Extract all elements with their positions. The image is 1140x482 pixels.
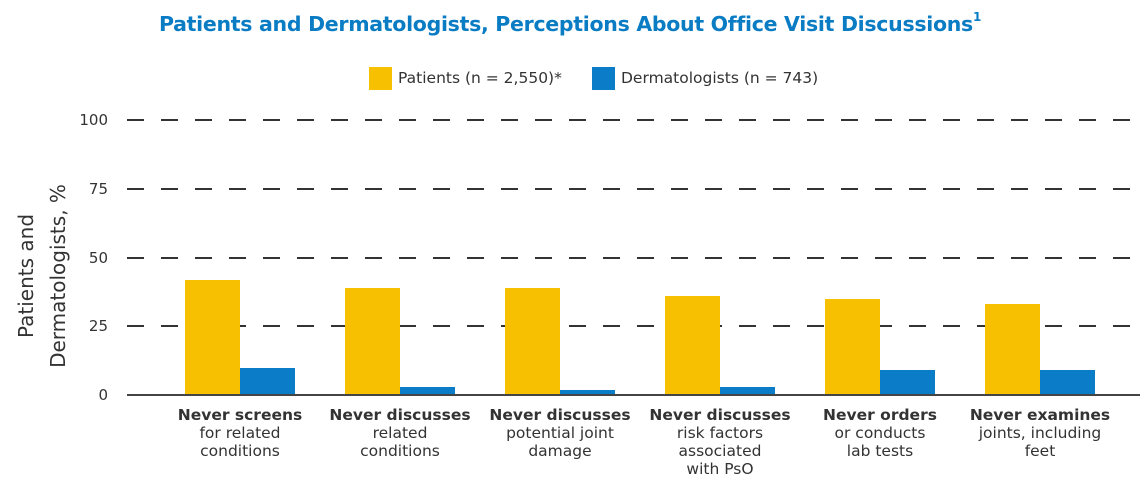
- bar-patients: [665, 296, 720, 395]
- category-label: Never discusses risk factors associated wit…: [635, 406, 805, 478]
- category-label-line: with PsO: [686, 460, 754, 478]
- gridline: [127, 187, 1140, 190]
- bar-patients: [985, 304, 1040, 395]
- category-label-line: joints, including: [978, 424, 1102, 442]
- category-label-bold: Never screens: [177, 406, 303, 424]
- bar-dermatologists: [1040, 370, 1095, 395]
- category-label-line: or conducts: [834, 424, 926, 442]
- legend-swatch-dermatologists: [592, 66, 615, 90]
- category-label: Never examines joints, including feet: [955, 406, 1125, 460]
- bar-patients: [345, 287, 400, 395]
- legend-item-patients: Patients (n = 2,550)*: [369, 66, 562, 90]
- bar-patients: [825, 298, 880, 395]
- legend-item-dermatologists: Dermatologists (n = 743): [592, 66, 818, 90]
- y-tick-label: 0: [98, 386, 108, 404]
- category-label-line: conditions: [200, 442, 280, 460]
- bar-dermatologists: [560, 389, 615, 395]
- legend-swatch-patients: [369, 66, 392, 90]
- category-label-line: feet: [1024, 442, 1056, 460]
- category-label-bold: Never discusses: [329, 406, 471, 424]
- gridline: [127, 119, 1140, 121]
- bar-dermatologists: [240, 367, 295, 395]
- category-label-bold: Never orders: [823, 406, 937, 424]
- legend-label-patients: Patients (n = 2,550)*: [398, 69, 562, 87]
- chart-title: Patients and Dermatologists, Perceptions…: [0, 10, 1140, 36]
- y-tick-label: 25: [88, 317, 108, 336]
- bar-dermatologists: [400, 386, 455, 395]
- category-label-bold: Never discusses: [649, 406, 791, 424]
- gridline: [127, 325, 1140, 328]
- category-label: Never discusses potential joint damage: [475, 406, 645, 460]
- category-label-bold: Never examines: [969, 406, 1111, 424]
- category-label: Never discusses related conditions: [315, 406, 485, 460]
- category-label-line: for related: [199, 424, 281, 442]
- category-label-line: lab tests: [846, 442, 914, 460]
- y-axis-label: Patients and Dermatologists, %: [10, 176, 78, 376]
- category-label: Never orders or conducts lab tests: [795, 406, 965, 460]
- y-tick-label: 75: [88, 179, 108, 198]
- y-tick-label: 50: [88, 248, 108, 267]
- category-label-line: associated: [678, 442, 762, 460]
- y-tick-label: 100: [79, 111, 108, 129]
- category-label: Never screens for related conditions: [155, 406, 325, 460]
- category-label-line: related: [372, 424, 428, 442]
- bar-patients: [185, 279, 240, 395]
- chart-title-text: Patients and Dermatologists, Perceptions…: [158, 12, 973, 36]
- bar-dermatologists: [720, 386, 775, 395]
- category-label-bold: Never discusses: [489, 406, 631, 424]
- legend: Patients (n = 2,550)* Dermatologists (n …: [0, 66, 1140, 90]
- title-footnote-marker: 1: [972, 10, 982, 24]
- y-axis-label-line2: Dermatologists, %: [46, 184, 70, 368]
- category-label-line: risk factors: [676, 424, 764, 442]
- x-axis-baseline: [127, 394, 1140, 396]
- gridline: [127, 256, 1140, 259]
- bar-patients: [505, 287, 560, 395]
- bar-dermatologists: [880, 370, 935, 395]
- category-label-line: potential joint: [506, 424, 614, 442]
- category-label-line: damage: [528, 442, 592, 460]
- y-axis-label-line1: Patients and: [14, 213, 38, 339]
- legend-label-dermatologists: Dermatologists (n = 743): [621, 69, 819, 87]
- category-label-line: conditions: [360, 442, 440, 460]
